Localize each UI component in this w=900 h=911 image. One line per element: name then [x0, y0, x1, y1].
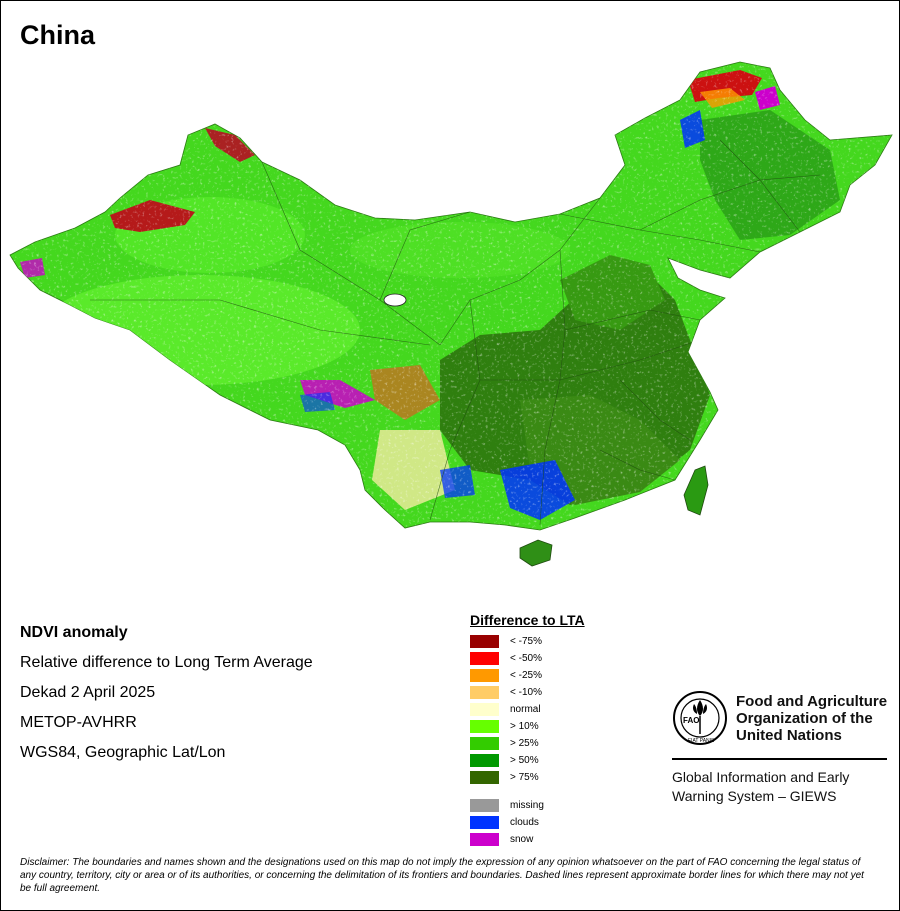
- legend-item: snow: [470, 831, 585, 848]
- legend-swatch: [470, 816, 499, 829]
- fao-divider: [672, 758, 887, 760]
- legend-label: < -25%: [510, 670, 542, 681]
- fao-block: FAO FIAT PANIS Food and Agriculture Orga…: [672, 690, 887, 806]
- legend-swatch: [470, 635, 499, 648]
- legend-label: > 50%: [510, 755, 539, 766]
- taiwan-island: [683, 465, 709, 516]
- legend-label: missing: [510, 800, 544, 811]
- legend-item: missing: [470, 797, 585, 814]
- legend-label: normal: [510, 704, 541, 715]
- legend-swatch: [470, 652, 499, 665]
- legend-label: > 25%: [510, 738, 539, 749]
- legend-swatch: [470, 754, 499, 767]
- map-info: NDVI anomaly Relative difference to Long…: [20, 618, 313, 768]
- ndvi-map: [9, 61, 893, 567]
- legend-label: < -10%: [510, 687, 542, 698]
- fao-name: Food and Agriculture Organization of the…: [736, 692, 888, 744]
- legend-item: > 75%: [470, 769, 585, 786]
- legend-label: < -75%: [510, 636, 542, 647]
- legend-item: < -25%: [470, 667, 585, 684]
- legend-item: < -10%: [470, 684, 585, 701]
- legend-item: < -75%: [470, 633, 585, 650]
- legend-item: clouds: [470, 814, 585, 831]
- legend-item: > 50%: [470, 752, 585, 769]
- provincial-boundaries: [90, 139, 821, 526]
- page-title: China: [20, 20, 96, 50]
- legend-swatch: [470, 771, 499, 784]
- legend-title: Difference to LTA: [470, 612, 585, 628]
- giews-label: Global Information and Early Warning Sys…: [672, 769, 850, 804]
- legend: Difference to LTA < -75% < -50% < -25% < -1…: [470, 612, 585, 848]
- info-line: Relative difference to Long Term Average: [20, 654, 313, 671]
- info-line: METOP-AVHRR: [20, 714, 137, 731]
- info-line: Dekad 2 April 2025: [20, 684, 156, 701]
- legend-label: > 10%: [510, 721, 539, 732]
- info-line: WGS84, Geographic Lat/Lon: [20, 744, 226, 761]
- fao-logo-icon: FAO FIAT PANIS: [673, 691, 727, 745]
- legend-swatch: [470, 737, 499, 750]
- legend-label: > 75%: [510, 772, 539, 783]
- legend-swatch: [470, 686, 499, 699]
- legend-swatch: [470, 799, 499, 812]
- legend-swatch: [470, 833, 499, 846]
- legend-swatch: [470, 669, 499, 682]
- info-heading: NDVI anomaly: [20, 624, 128, 641]
- qinghai-lake: [383, 293, 407, 307]
- legend-swatch: [470, 720, 499, 733]
- legend-item: normal: [470, 701, 585, 718]
- legend-item: > 10%: [470, 718, 585, 735]
- svg-text:FIAT PANIS: FIAT PANIS: [688, 738, 715, 744]
- legend-label: < -50%: [510, 653, 542, 664]
- legend-item: < -50%: [470, 650, 585, 667]
- svg-text:FAO: FAO: [683, 716, 699, 725]
- legend-swatch: [470, 703, 499, 716]
- legend-label: snow: [510, 834, 534, 845]
- disclaimer: Disclaimer: The boundaries and names sho…: [20, 857, 864, 894]
- legend-item: > 25%: [470, 735, 585, 752]
- legend-label: clouds: [510, 817, 539, 828]
- hainan-island: [519, 539, 553, 567]
